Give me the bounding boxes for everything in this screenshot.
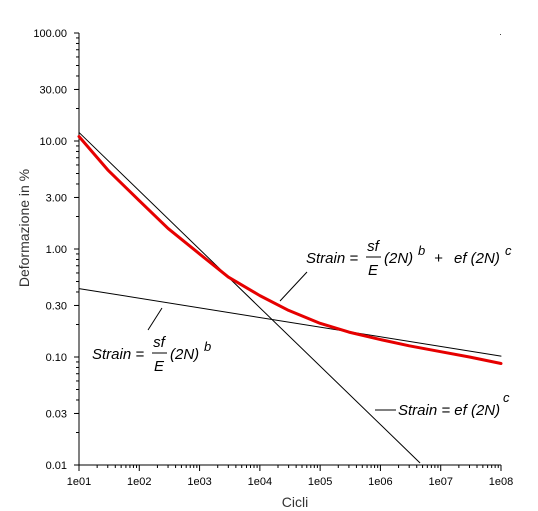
leader-total [279,271,308,302]
x-tick-label: 1e07 [428,476,452,488]
y-tick-label: 1.00 [46,244,67,256]
y-tick-label: 0.03 [46,408,67,420]
corner-dot [500,34,501,35]
y-tick-label: 100.00 [33,28,67,40]
x-tick-label: 1e08 [489,476,513,488]
x-tick-label: 1e03 [187,476,211,488]
series-layer [77,131,503,464]
x-tick-label: 1e01 [67,476,91,488]
eq-total-denominator: E [368,262,379,279]
eq-elastic-numerator: sf [153,334,167,351]
leader-elastic [147,307,163,331]
x-tick-label: 1e04 [248,476,272,488]
eq-total-plus: + [434,250,443,267]
eq-plastic-text: Strain = ef (2N) [398,402,500,419]
y-tick-label: 30.00 [39,84,67,96]
annotation-plastic-strain: Strain = ef (2N) c [398,390,510,419]
y-axis-title: Deformazione in % [16,169,32,287]
y-tick-label: 0.01 [46,460,67,472]
y-tick-label: 0.10 [46,352,67,364]
eq-elastic-lhs: Strain = [92,346,144,363]
eq-total-lhs: Strain = [306,250,358,267]
eq-elastic-denominator: E [154,358,165,375]
eq-total-numerator: sf [367,238,381,255]
elastic-strain-line [78,288,502,357]
x-tick-label: 1e05 [308,476,332,488]
x-tick-label: 1e02 [127,476,151,488]
x-axis-ticks: 1e01 1e02 1e03 1e04 1e05 1e06 1e07 1e08 [67,465,513,488]
eq-total-term1: (2N) [384,250,413,267]
eq-total-exp2: c [505,243,512,258]
annotation-elastic-strain: Strain = sf E (2N) b [92,334,211,375]
y-axis-ticks: 0.01 0.03 0.10 0.30 1.00 3.00 10.00 30.00 100.00 [33,28,79,472]
y-tick-label: 10.00 [39,136,67,148]
eq-elastic-term: (2N) [170,346,199,363]
x-tick-label: 1e06 [368,476,392,488]
total-strain-curve [77,135,503,366]
eq-total-exp1: b [418,243,425,258]
eq-total-term2: ef (2N) [454,250,500,267]
plot-frame [78,33,501,466]
y-tick-label: 3.00 [46,192,67,204]
x-axis-title: Cicli [282,494,308,510]
eq-plastic-exp: c [503,390,510,405]
eq-elastic-exp: b [204,339,211,354]
plastic-strain-line [78,131,421,464]
annotation-total-strain: Strain = sf E (2N) b + ef (2N) c [306,238,512,279]
y-tick-label: 0.30 [46,300,67,312]
